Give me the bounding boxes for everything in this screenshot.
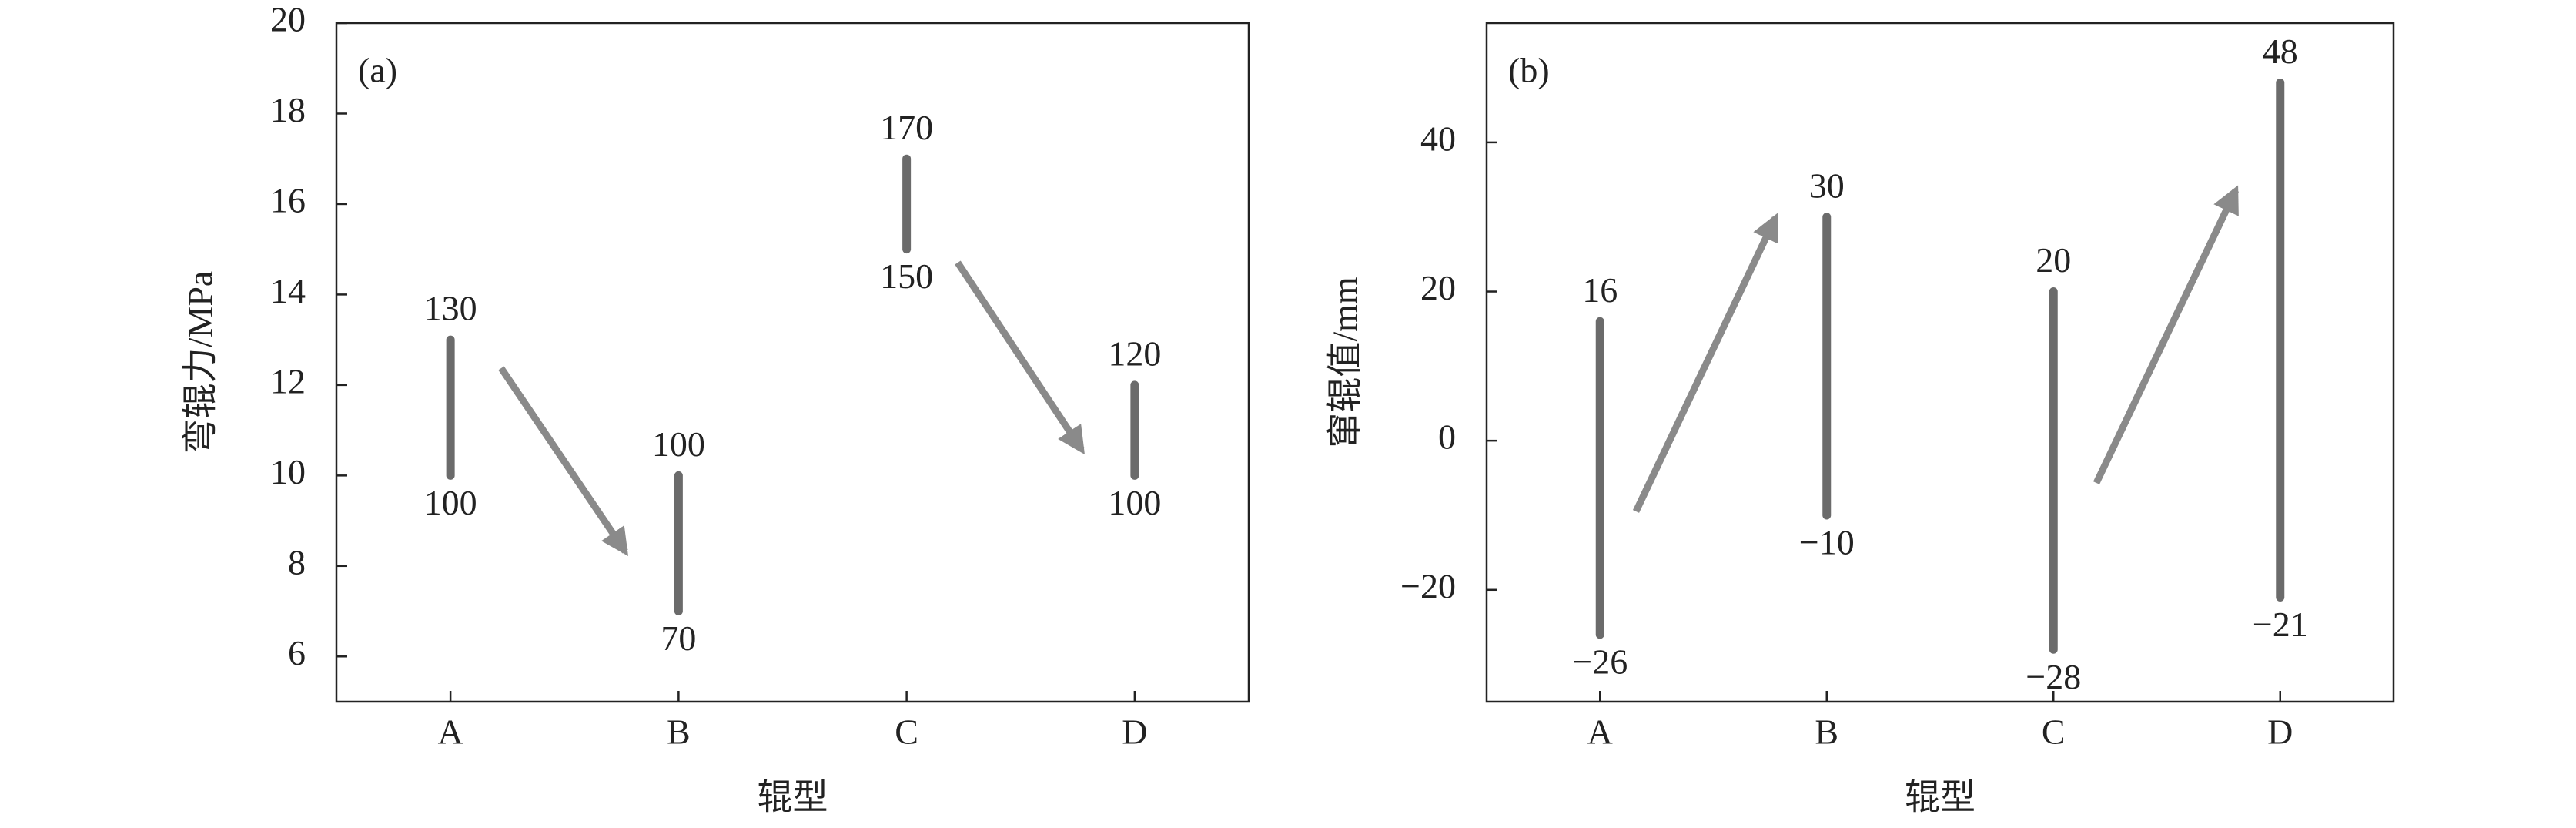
low-label: −28 bbox=[2026, 657, 2081, 696]
arrow bbox=[1632, 213, 1779, 513]
x-tick-label: D bbox=[2267, 712, 2293, 752]
x-tick-label: C bbox=[2042, 712, 2066, 752]
y-tick-label: 10 bbox=[270, 452, 306, 491]
high-label: 16 bbox=[1582, 270, 1618, 310]
y-tick-label: −20 bbox=[1400, 566, 1456, 605]
high-label: 30 bbox=[1809, 166, 1845, 205]
low-label: 100 bbox=[1108, 483, 1161, 522]
x-axis-label: 辊型 bbox=[1905, 778, 1975, 817]
low-label: 150 bbox=[880, 256, 933, 296]
low-label: 70 bbox=[661, 618, 696, 658]
arrow bbox=[498, 366, 629, 556]
high-label: 120 bbox=[1108, 334, 1161, 373]
plot-frame bbox=[1485, 22, 2395, 703]
y-tick-label: 0 bbox=[1438, 417, 1456, 457]
x-tick-label: C bbox=[895, 712, 918, 752]
y-tick-label: 18 bbox=[270, 90, 306, 129]
high-label: 48 bbox=[2263, 32, 2298, 71]
arrow bbox=[955, 260, 1085, 455]
high-label: 130 bbox=[424, 289, 477, 328]
x-tick-label: A bbox=[438, 712, 463, 752]
y-tick-label: 20 bbox=[1420, 268, 1456, 307]
low-label: −26 bbox=[1572, 642, 1628, 681]
panel-label: (b) bbox=[1508, 51, 1550, 90]
panel-label: (a) bbox=[358, 51, 397, 90]
y-tick-label: 16 bbox=[270, 180, 306, 220]
y-tick-label: 14 bbox=[270, 271, 306, 310]
y-tick-label: 6 bbox=[288, 633, 306, 672]
y-axis-label: 窜辊值/mm bbox=[1326, 277, 1365, 448]
arrow bbox=[2093, 185, 2240, 484]
y-tick-label: 20 bbox=[270, 0, 306, 39]
y-axis-label: 弯辊力/MPa bbox=[181, 271, 220, 454]
low-label: −21 bbox=[2253, 605, 2308, 644]
x-tick-label: A bbox=[1587, 712, 1613, 752]
y-tick-label: 8 bbox=[288, 542, 306, 582]
high-label: 100 bbox=[652, 424, 705, 464]
x-tick-label: D bbox=[1122, 712, 1147, 752]
y-tick-label: 40 bbox=[1420, 119, 1456, 158]
x-tick-label: B bbox=[667, 712, 691, 752]
low-label: −10 bbox=[1799, 523, 1855, 562]
x-axis-label: 辊型 bbox=[758, 778, 828, 817]
low-label: 100 bbox=[424, 483, 477, 522]
high-label: 20 bbox=[2036, 240, 2071, 280]
trend-arrows bbox=[498, 185, 2240, 556]
plot-frame bbox=[335, 22, 1250, 703]
x-tick-label: B bbox=[1815, 712, 1838, 752]
high-label: 170 bbox=[880, 108, 933, 147]
y-tick-label: 12 bbox=[270, 361, 306, 401]
